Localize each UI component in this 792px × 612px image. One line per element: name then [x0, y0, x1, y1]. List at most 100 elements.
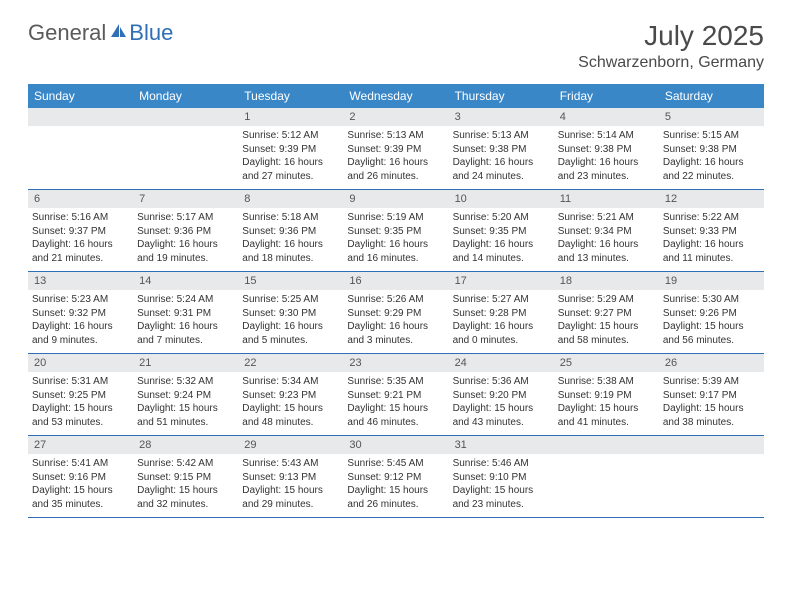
day-number: 5: [659, 108, 764, 126]
sunrise-line: Sunrise: 5:26 AM: [347, 293, 444, 307]
sunset-line: Sunset: 9:39 PM: [347, 143, 444, 157]
day-number: 20: [28, 354, 133, 372]
sunrise-line: Sunrise: 5:41 AM: [32, 457, 129, 471]
day-number: 9: [343, 190, 448, 208]
sunrise-line: Sunrise: 5:16 AM: [32, 211, 129, 225]
day-cell: 25Sunrise: 5:38 AMSunset: 9:19 PMDayligh…: [554, 354, 659, 435]
sunset-line: Sunset: 9:20 PM: [453, 389, 550, 403]
week-row: 20Sunrise: 5:31 AMSunset: 9:25 PMDayligh…: [28, 354, 764, 436]
daylight-line: Daylight: 15 hours and 35 minutes.: [32, 484, 129, 511]
daylight-line: Daylight: 16 hours and 23 minutes.: [558, 156, 655, 183]
sunset-line: Sunset: 9:29 PM: [347, 307, 444, 321]
sunset-line: Sunset: 9:38 PM: [663, 143, 760, 157]
sunset-line: Sunset: 9:35 PM: [347, 225, 444, 239]
daylight-line: Daylight: 16 hours and 13 minutes.: [558, 238, 655, 265]
sunrise-line: Sunrise: 5:42 AM: [137, 457, 234, 471]
daylight-line: Daylight: 16 hours and 3 minutes.: [347, 320, 444, 347]
weekday-header: Thursday: [449, 84, 554, 108]
sunset-line: Sunset: 9:37 PM: [32, 225, 129, 239]
day-cell: 3Sunrise: 5:13 AMSunset: 9:38 PMDaylight…: [449, 108, 554, 189]
day-cell: 5Sunrise: 5:15 AMSunset: 9:38 PMDaylight…: [659, 108, 764, 189]
sunrise-line: Sunrise: 5:15 AM: [663, 129, 760, 143]
day-body: Sunrise: 5:20 AMSunset: 9:35 PMDaylight:…: [449, 208, 554, 271]
sunrise-line: Sunrise: 5:39 AM: [663, 375, 760, 389]
day-number: 30: [343, 436, 448, 454]
day-body: Sunrise: 5:26 AMSunset: 9:29 PMDaylight:…: [343, 290, 448, 353]
sunset-line: Sunset: 9:30 PM: [242, 307, 339, 321]
day-number: 26: [659, 354, 764, 372]
day-body: Sunrise: 5:16 AMSunset: 9:37 PMDaylight:…: [28, 208, 133, 271]
day-cell: 22Sunrise: 5:34 AMSunset: 9:23 PMDayligh…: [238, 354, 343, 435]
day-body: Sunrise: 5:15 AMSunset: 9:38 PMDaylight:…: [659, 126, 764, 189]
sunset-line: Sunset: 9:26 PM: [663, 307, 760, 321]
daylight-line: Daylight: 16 hours and 24 minutes.: [453, 156, 550, 183]
daylight-line: Daylight: 15 hours and 41 minutes.: [558, 402, 655, 429]
sunrise-line: Sunrise: 5:22 AM: [663, 211, 760, 225]
day-body: Sunrise: 5:12 AMSunset: 9:39 PMDaylight:…: [238, 126, 343, 189]
sunset-line: Sunset: 9:36 PM: [137, 225, 234, 239]
sunrise-line: Sunrise: 5:36 AM: [453, 375, 550, 389]
day-number: 6: [28, 190, 133, 208]
logo: General Blue: [28, 20, 173, 46]
sunrise-line: Sunrise: 5:13 AM: [347, 129, 444, 143]
sunset-line: Sunset: 9:21 PM: [347, 389, 444, 403]
day-body: Sunrise: 5:17 AMSunset: 9:36 PMDaylight:…: [133, 208, 238, 271]
sunset-line: Sunset: 9:19 PM: [558, 389, 655, 403]
weekday-header: Friday: [554, 84, 659, 108]
day-body: [554, 454, 659, 512]
daylight-line: Daylight: 15 hours and 23 minutes.: [453, 484, 550, 511]
weekday-header: Monday: [133, 84, 238, 108]
sunset-line: Sunset: 9:38 PM: [453, 143, 550, 157]
daylight-line: Daylight: 16 hours and 11 minutes.: [663, 238, 760, 265]
day-cell: 19Sunrise: 5:30 AMSunset: 9:26 PMDayligh…: [659, 272, 764, 353]
day-body: Sunrise: 5:30 AMSunset: 9:26 PMDaylight:…: [659, 290, 764, 353]
day-number: [554, 436, 659, 454]
day-cell: 26Sunrise: 5:39 AMSunset: 9:17 PMDayligh…: [659, 354, 764, 435]
week-row: 6Sunrise: 5:16 AMSunset: 9:37 PMDaylight…: [28, 190, 764, 272]
sunset-line: Sunset: 9:16 PM: [32, 471, 129, 485]
sunset-line: Sunset: 9:23 PM: [242, 389, 339, 403]
sunrise-line: Sunrise: 5:29 AM: [558, 293, 655, 307]
day-cell: 2Sunrise: 5:13 AMSunset: 9:39 PMDaylight…: [343, 108, 448, 189]
daylight-line: Daylight: 15 hours and 29 minutes.: [242, 484, 339, 511]
sunset-line: Sunset: 9:17 PM: [663, 389, 760, 403]
day-body: Sunrise: 5:43 AMSunset: 9:13 PMDaylight:…: [238, 454, 343, 517]
week-row: 1Sunrise: 5:12 AMSunset: 9:39 PMDaylight…: [28, 108, 764, 190]
day-cell: 7Sunrise: 5:17 AMSunset: 9:36 PMDaylight…: [133, 190, 238, 271]
day-cell: 9Sunrise: 5:19 AMSunset: 9:35 PMDaylight…: [343, 190, 448, 271]
day-body: Sunrise: 5:46 AMSunset: 9:10 PMDaylight:…: [449, 454, 554, 517]
day-cell: [554, 436, 659, 517]
day-body: [659, 454, 764, 512]
daylight-line: Daylight: 15 hours and 51 minutes.: [137, 402, 234, 429]
day-number: [28, 108, 133, 126]
weekday-header: Sunday: [28, 84, 133, 108]
sunrise-line: Sunrise: 5:45 AM: [347, 457, 444, 471]
day-body: Sunrise: 5:42 AMSunset: 9:15 PMDaylight:…: [133, 454, 238, 517]
day-cell: 23Sunrise: 5:35 AMSunset: 9:21 PMDayligh…: [343, 354, 448, 435]
sunrise-line: Sunrise: 5:38 AM: [558, 375, 655, 389]
daylight-line: Daylight: 15 hours and 56 minutes.: [663, 320, 760, 347]
daylight-line: Daylight: 15 hours and 48 minutes.: [242, 402, 339, 429]
sunset-line: Sunset: 9:36 PM: [242, 225, 339, 239]
logo-sail-icon: [109, 20, 127, 46]
day-number: 28: [133, 436, 238, 454]
weekday-header-row: SundayMondayTuesdayWednesdayThursdayFrid…: [28, 84, 764, 108]
sunset-line: Sunset: 9:25 PM: [32, 389, 129, 403]
sunset-line: Sunset: 9:34 PM: [558, 225, 655, 239]
day-body: [28, 126, 133, 184]
sunset-line: Sunset: 9:33 PM: [663, 225, 760, 239]
daylight-line: Daylight: 16 hours and 27 minutes.: [242, 156, 339, 183]
sunset-line: Sunset: 9:31 PM: [137, 307, 234, 321]
day-cell: 21Sunrise: 5:32 AMSunset: 9:24 PMDayligh…: [133, 354, 238, 435]
day-cell: 30Sunrise: 5:45 AMSunset: 9:12 PMDayligh…: [343, 436, 448, 517]
daylight-line: Daylight: 16 hours and 9 minutes.: [32, 320, 129, 347]
day-number: 19: [659, 272, 764, 290]
week-row: 27Sunrise: 5:41 AMSunset: 9:16 PMDayligh…: [28, 436, 764, 518]
week-row: 13Sunrise: 5:23 AMSunset: 9:32 PMDayligh…: [28, 272, 764, 354]
day-number: 8: [238, 190, 343, 208]
sunrise-line: Sunrise: 5:35 AM: [347, 375, 444, 389]
title-location: Schwarzenborn, Germany: [578, 54, 764, 72]
sunrise-line: Sunrise: 5:30 AM: [663, 293, 760, 307]
logo-text-1: General: [28, 20, 106, 46]
day-cell: [133, 108, 238, 189]
